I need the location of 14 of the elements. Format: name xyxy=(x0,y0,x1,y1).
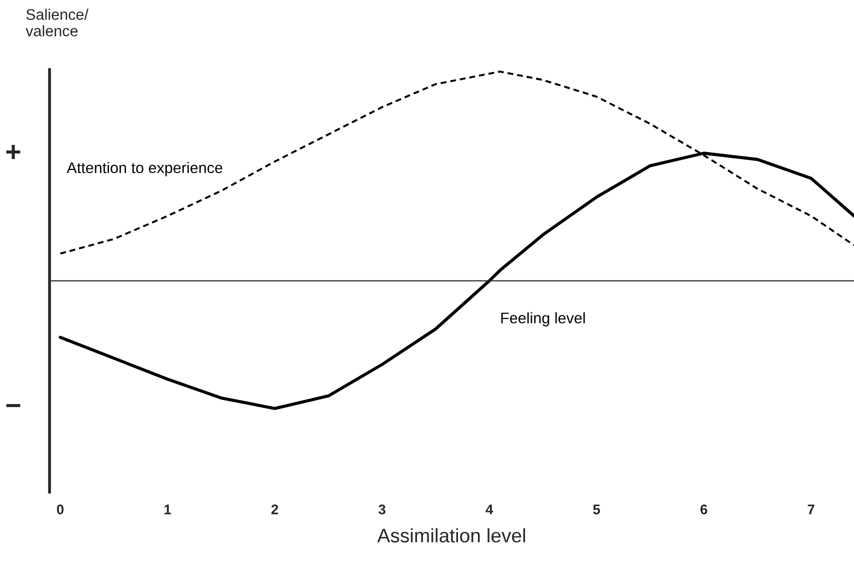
text: + xyxy=(6,144,20,160)
x-tick-label: 1 xyxy=(164,504,171,514)
text: Feeling level xyxy=(501,312,585,326)
x-axis-title: Assimilation level xyxy=(377,528,526,542)
x-tick-label: 2 xyxy=(271,504,278,514)
x-tick-label: 0 xyxy=(56,504,64,514)
x-tick-label: 7 xyxy=(808,504,814,514)
x-tick-label: 4 xyxy=(486,504,494,514)
text: − xyxy=(6,404,20,408)
x-tick-label: 5 xyxy=(593,504,600,514)
x-tick-label: 6 xyxy=(700,504,708,514)
y-axis-title: Salience/ valence xyxy=(26,8,88,36)
series-label: Attention to experience xyxy=(66,162,222,176)
x-tick-label: 3 xyxy=(378,504,386,514)
